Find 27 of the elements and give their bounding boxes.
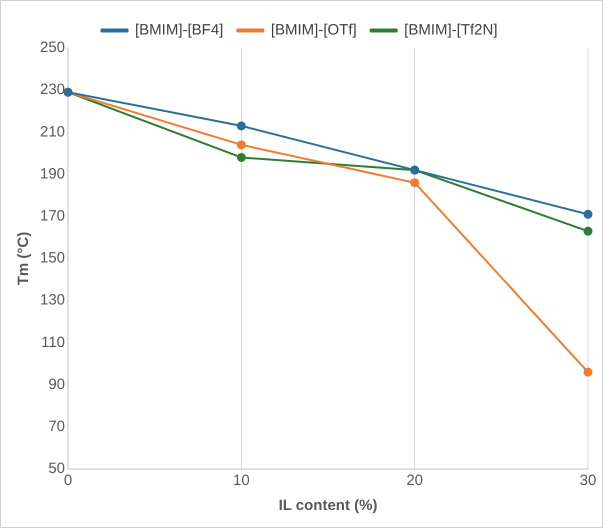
point — [584, 226, 592, 236]
y-tick-label: 250 — [40, 39, 66, 56]
legend-label: [BMIM]-[Tf2N] — [404, 22, 498, 39]
point — [584, 368, 592, 377]
y-tick-label: 130 — [40, 292, 66, 309]
x-axis-title: IL content (%) — [278, 497, 378, 514]
y-tick-label: 110 — [41, 334, 66, 351]
point — [236, 152, 246, 162]
point — [236, 140, 246, 150]
point — [236, 121, 246, 130]
y-tick-label: 90 — [48, 376, 66, 393]
x-tick-label: 0 — [64, 472, 72, 490]
x-tick-label: 10 — [233, 472, 250, 490]
y-tick-label: 230 — [40, 81, 66, 98]
point — [584, 210, 592, 219]
y-axis-title: Tm (°C) — [15, 232, 32, 286]
y-tick-label: 50 — [48, 460, 66, 478]
point — [410, 178, 420, 188]
y-tick-label: 170 — [40, 208, 66, 225]
y-tick-label: 190 — [40, 165, 66, 182]
legend-label: [BMIM]-[BF4] — [135, 22, 224, 39]
y-tick-label: 150 — [40, 250, 66, 267]
y-tick-label: 210 — [40, 123, 66, 140]
x-tick-label: 20 — [406, 472, 424, 490]
x-tick-label: 30 — [580, 472, 596, 490]
legend-label: [BMIM]-[OTf] — [270, 22, 357, 39]
y-tick-label: 70 — [48, 418, 66, 436]
